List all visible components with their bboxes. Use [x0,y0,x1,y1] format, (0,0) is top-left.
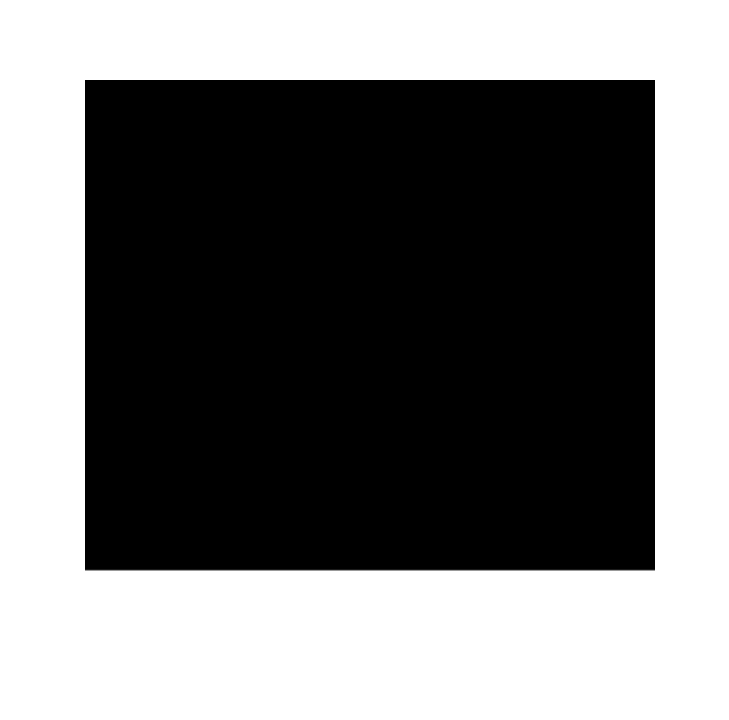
chart-svg [0,0,729,720]
plot-area [85,80,655,570]
chart-container [0,0,729,720]
